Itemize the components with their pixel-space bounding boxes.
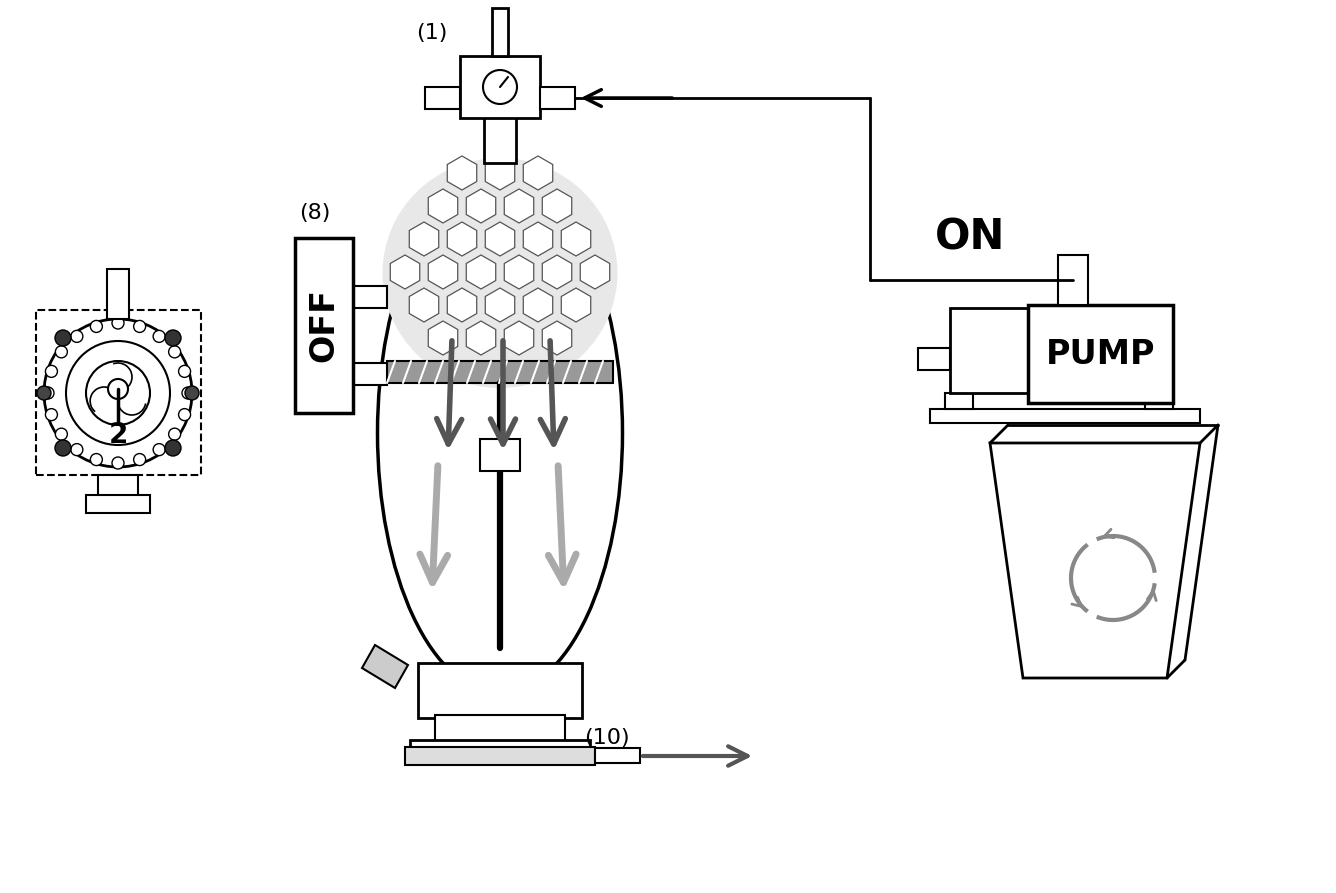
Circle shape [134,321,146,332]
Bar [330,286,387,308]
Circle shape [45,409,57,421]
Circle shape [41,387,53,399]
Bar [1027,305,1173,403]
Circle shape [184,386,199,400]
Bar [107,269,130,319]
Polygon shape [990,443,1200,678]
Circle shape [168,346,180,358]
Polygon shape [485,222,514,256]
Polygon shape [504,189,533,223]
Circle shape [112,317,124,329]
Bar [540,87,574,109]
Bar [1145,393,1173,409]
Bar [36,310,200,475]
Polygon shape [524,222,553,256]
Circle shape [45,365,57,378]
Polygon shape [409,288,438,322]
Polygon shape [429,321,458,355]
Polygon shape [524,156,553,190]
Polygon shape [485,156,514,190]
Polygon shape [409,222,438,256]
Polygon shape [466,255,496,289]
Bar [436,715,565,743]
Polygon shape [504,255,533,289]
Circle shape [154,444,166,455]
Polygon shape [466,189,496,223]
Circle shape [44,319,192,467]
Bar [492,8,508,56]
Circle shape [71,330,83,342]
Circle shape [166,330,180,346]
Polygon shape [429,255,458,289]
Polygon shape [542,321,572,355]
Circle shape [91,321,103,332]
Text: PUMP: PUMP [1046,338,1156,371]
Polygon shape [448,288,477,322]
Bar [387,361,613,383]
Bar [410,740,591,758]
Circle shape [484,70,517,104]
Bar [484,108,516,163]
Circle shape [182,387,194,399]
Polygon shape [466,321,496,355]
Bar [480,439,520,471]
Bar [405,747,595,765]
Bar [930,409,1200,423]
Circle shape [91,454,103,465]
Bar [418,663,582,718]
Circle shape [55,330,71,346]
Circle shape [55,440,71,456]
Circle shape [134,454,146,465]
Text: ON: ON [935,217,1005,259]
Bar [330,363,387,385]
Text: 2: 2 [108,421,128,449]
Circle shape [112,457,124,469]
Circle shape [71,444,83,455]
Polygon shape [448,156,477,190]
Bar [950,308,1027,393]
Polygon shape [390,255,420,289]
Circle shape [108,379,128,399]
Text: (8): (8) [299,203,331,223]
Circle shape [168,428,180,440]
Text: OFF: OFF [307,288,341,362]
Polygon shape [542,189,572,223]
Polygon shape [580,255,609,289]
Polygon shape [485,288,514,322]
Polygon shape [542,255,572,289]
Bar [918,348,950,370]
Bar [1058,255,1088,305]
Text: (1): (1) [417,23,448,43]
Circle shape [154,330,166,342]
Bar [595,748,640,763]
Circle shape [179,365,191,378]
Polygon shape [504,321,533,355]
Ellipse shape [378,173,623,693]
Ellipse shape [382,158,617,388]
Polygon shape [561,288,591,322]
Polygon shape [362,645,407,688]
Text: (10): (10) [584,728,629,748]
Bar [460,56,540,118]
Circle shape [55,428,67,440]
Circle shape [86,361,150,425]
Circle shape [65,341,170,445]
Bar [86,495,150,513]
Bar [295,238,353,413]
Circle shape [166,440,180,456]
Polygon shape [561,222,591,256]
Polygon shape [524,288,553,322]
Circle shape [179,409,191,421]
Bar [425,87,460,109]
Circle shape [55,346,67,358]
Bar [98,475,138,497]
Polygon shape [448,222,477,256]
Polygon shape [429,189,458,223]
Bar [945,393,973,409]
Circle shape [37,386,51,400]
